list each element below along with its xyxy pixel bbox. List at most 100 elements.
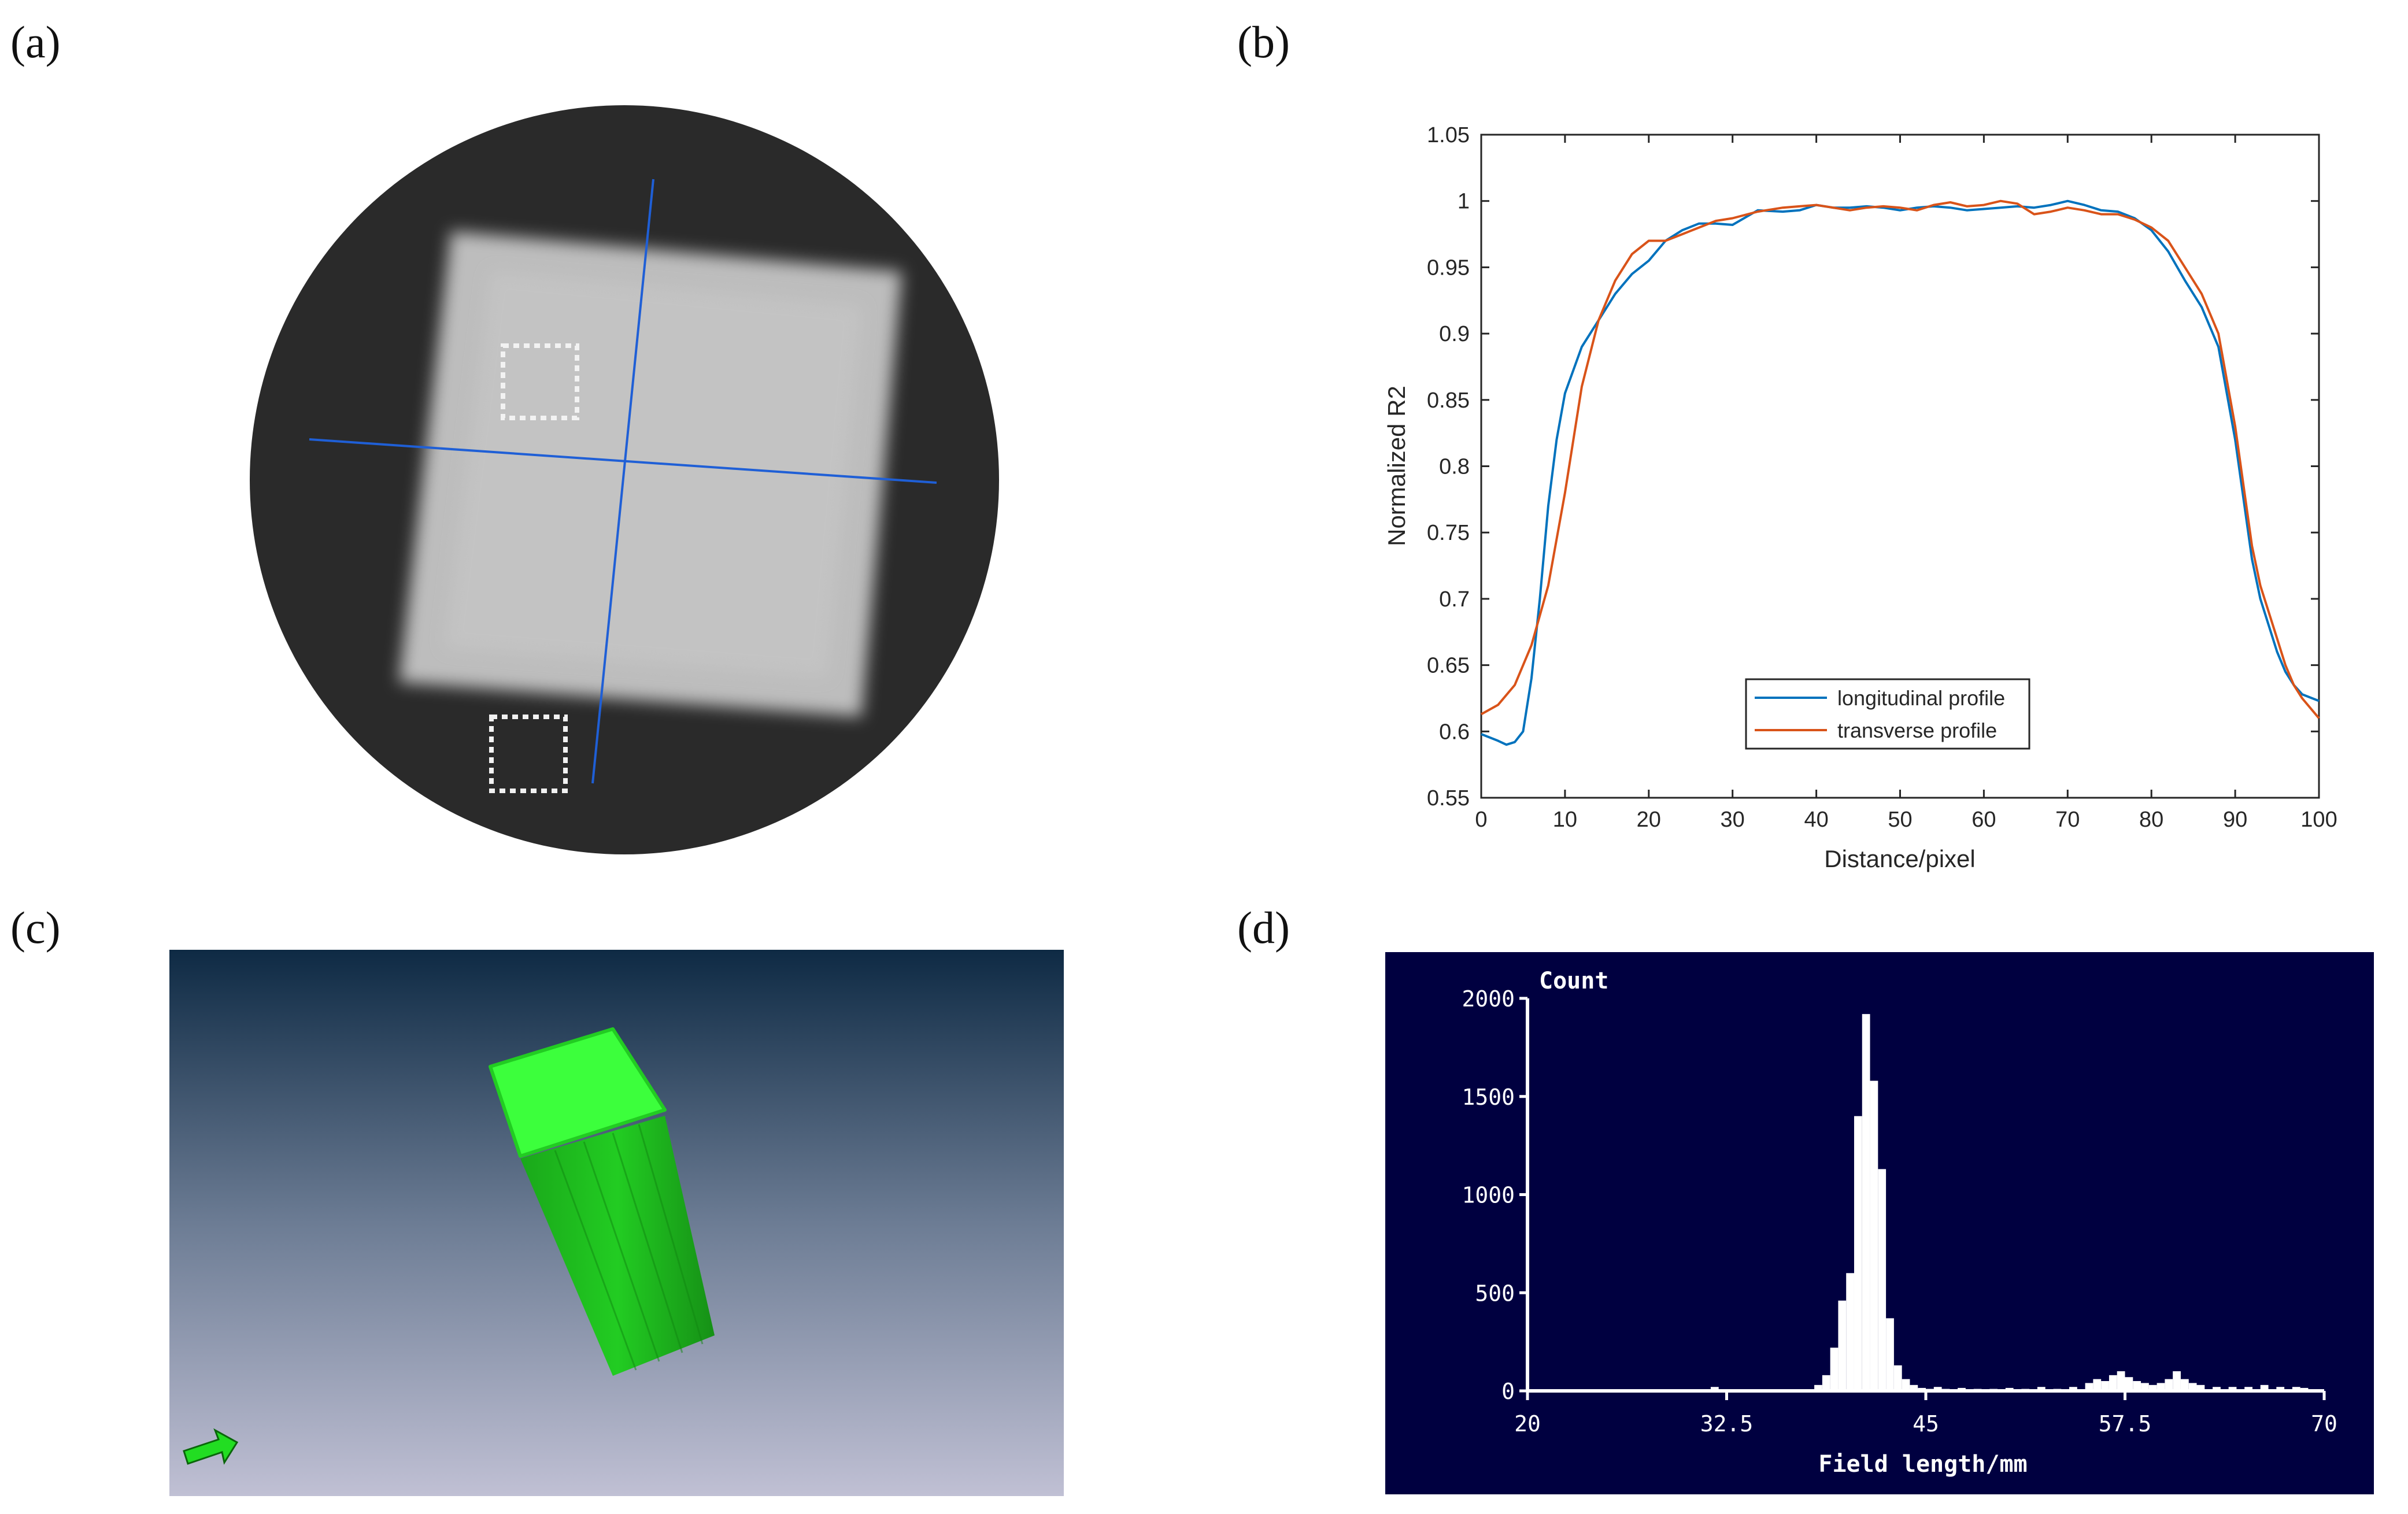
- histogram-bar: [2148, 1385, 2157, 1391]
- box-side-stripes: [554, 1124, 704, 1371]
- x-tick-label: 80: [2139, 808, 2163, 832]
- x-tick-label: 30: [1721, 808, 1745, 832]
- panel-c-render: [169, 950, 1064, 1496]
- histogram-bar: [2053, 1389, 2062, 1391]
- series-line-transverse: [1481, 199, 2320, 719]
- histogram-bar: [2180, 1379, 2189, 1391]
- histogram-bar: [1926, 1389, 1934, 1391]
- x-tick-label: 45: [1913, 1411, 1939, 1437]
- histogram-bar: [2117, 1371, 2125, 1391]
- histogram-bar: [1814, 1385, 1822, 1391]
- histogram-bar: [2085, 1383, 2093, 1391]
- legend-label-transverse: transverse profile: [1837, 719, 1997, 742]
- histogram-bar: [2260, 1385, 2269, 1391]
- y-tick-label: 1000: [1462, 1183, 1515, 1208]
- panel-label-c: (c): [10, 902, 61, 953]
- longitudinal-profile-line: [591, 179, 654, 784]
- panel-label-b: (b): [1237, 17, 1290, 67]
- histogram-bar: [2109, 1375, 2117, 1391]
- histogram-bar: [2093, 1379, 2102, 1391]
- histogram-bar: [2276, 1387, 2285, 1391]
- histogram-bar: [1854, 1116, 1862, 1391]
- histogram-bar: [1989, 1389, 1998, 1391]
- histogram-bar: [2125, 1377, 2133, 1391]
- histogram-bar: [1918, 1387, 1926, 1391]
- y-tick-label: 0.55: [1427, 786, 1470, 810]
- x-tick-label: 0: [1475, 808, 1487, 832]
- histogram-bar: [2188, 1383, 2197, 1391]
- histogram-bar: [1973, 1389, 1982, 1391]
- x-tick-label: 70: [2311, 1411, 2337, 1437]
- histogram-bar: [2133, 1381, 2141, 1391]
- box-side-face: [520, 1116, 715, 1376]
- histogram-bar: [2292, 1387, 2300, 1391]
- histogram-bar: [1870, 1080, 1878, 1391]
- box-top-face: [489, 1027, 667, 1158]
- x-tick-label: 40: [1804, 808, 1828, 832]
- y-tick-label: 1: [1458, 190, 1470, 214]
- y-tick-label: 1500: [1462, 1084, 1515, 1110]
- legend-box: [1745, 678, 2030, 750]
- y-axis-label: Normalized R2: [1383, 386, 1410, 546]
- histogram-chart: 20 32.5 45 57.5 70 0 500 1000 1500 2000 Count Fie…: [1385, 952, 2374, 1494]
- histogram-bar: [1933, 1387, 1942, 1391]
- histogram-bar: [2069, 1387, 2077, 1391]
- histogram-bar: [2037, 1387, 2045, 1391]
- y-tick-label: 0.75: [1427, 521, 1470, 545]
- y-tick-label: 500: [1475, 1280, 1515, 1306]
- histogram-y-title: Count: [1539, 968, 1608, 994]
- orientation-arrow-icon: [183, 1428, 239, 1465]
- x-tick-label: 32.5: [1700, 1411, 1754, 1437]
- y-tick-label: 0.85: [1427, 388, 1470, 413]
- histogram-bar: [2021, 1389, 2030, 1391]
- x-tick-label: 100: [2300, 808, 2337, 832]
- histogram-bar: [2005, 1387, 2014, 1391]
- y-tick-label: 0.95: [1427, 256, 1470, 280]
- x-tick-label: 60: [1971, 808, 1996, 832]
- histogram-bar: [1886, 1318, 1894, 1391]
- histogram-bar: [1822, 1375, 1830, 1391]
- x-tick-label: 70: [2055, 808, 2080, 832]
- histogram-bar: [1838, 1300, 1847, 1391]
- histogram-bar: [1893, 1365, 1902, 1391]
- histogram-bar: [2244, 1387, 2252, 1391]
- y-tick-label: 2000: [1462, 986, 1515, 1012]
- histogram-bar: [2165, 1379, 2173, 1391]
- histogram-bar: [1878, 1169, 1887, 1391]
- y-tick-label: 0.6: [1439, 720, 1470, 744]
- histogram-bar: [2300, 1387, 2309, 1391]
- histogram-bar: [1830, 1348, 1839, 1391]
- legend-label-longitudinal: longitudinal profile: [1837, 686, 2005, 710]
- legend: longitudinal profile transverse profile: [1745, 678, 2030, 750]
- x-tick-label: 10: [1553, 808, 1577, 832]
- x-tick-label: 20: [1514, 1411, 1541, 1437]
- y-tick-label: 0.65: [1427, 654, 1470, 678]
- histogram-bar: [1958, 1387, 1966, 1391]
- panel-label-a: (a): [10, 17, 61, 67]
- panel-label-d: (d): [1237, 902, 1290, 953]
- y-tick-label: 0.7: [1439, 587, 1470, 612]
- y-tick-label: 0.8: [1439, 455, 1470, 479]
- profile-chart: 0 10 20 30 40 50 60 70 80 90 100 0.55 0.6 0.65 0.7 0.7…: [1383, 123, 2337, 872]
- panel-a-image: [250, 105, 999, 854]
- y-tick-label: 0: [1501, 1379, 1515, 1404]
- histogram-bar: [2101, 1381, 2109, 1391]
- x-tick-label: 50: [1888, 808, 1912, 832]
- series-line-longitudinal: [1481, 199, 2320, 746]
- histogram-bar: [2196, 1385, 2205, 1391]
- histogram-bar: [1710, 1387, 1719, 1391]
- histogram-bar: [2228, 1387, 2237, 1391]
- x-tick-label: 90: [2223, 808, 2247, 832]
- histogram-bar: [1846, 1273, 1854, 1391]
- x-axis-label: Distance/pixel: [1824, 845, 1975, 872]
- histogram-x-label: Field length/mm: [1818, 1451, 2027, 1478]
- histogram-bar: [2157, 1383, 2165, 1391]
- transverse-profile-line: [309, 438, 937, 484]
- histogram-bar: [2213, 1387, 2221, 1391]
- y-tick-label: 1.05: [1427, 123, 1470, 147]
- x-tick-label: 57.5: [2099, 1411, 2152, 1437]
- histogram-bar: [1941, 1389, 1950, 1391]
- histogram-bar: [1862, 1014, 1870, 1391]
- histogram-bar: [1902, 1379, 1910, 1391]
